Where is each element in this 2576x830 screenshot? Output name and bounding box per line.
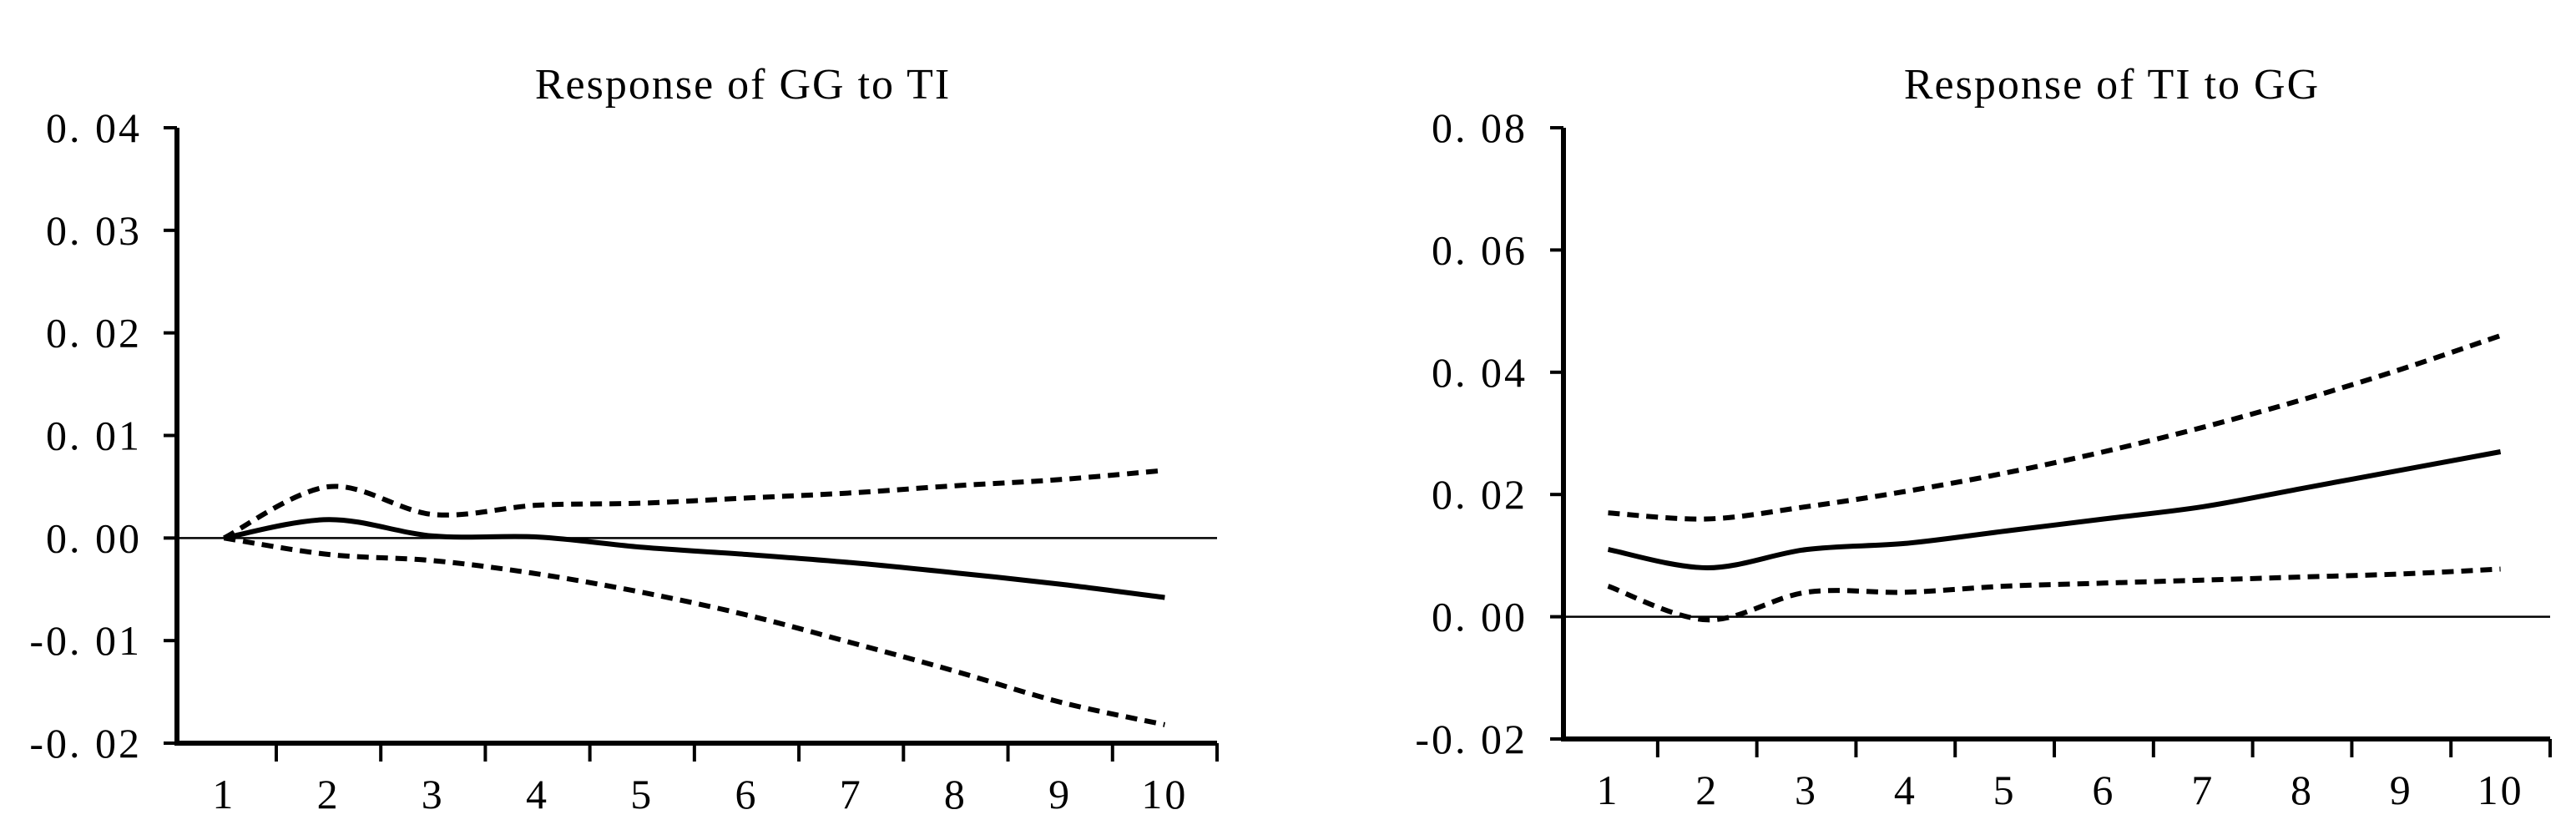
response-line bbox=[1607, 449, 2502, 571]
x-tick-label: 4 bbox=[1894, 767, 1917, 813]
chart-title: Response of TI to GG bbox=[1904, 61, 2320, 109]
upper-confidence-band bbox=[1608, 333, 2502, 522]
x-tick-label: 5 bbox=[630, 771, 654, 817]
x-tick-label: 6 bbox=[735, 771, 758, 817]
y-tick-label: -0. 01 bbox=[29, 617, 142, 664]
y-tick-label: 0. 00 bbox=[1432, 594, 1528, 640]
x-tick-label: 3 bbox=[1795, 767, 1818, 813]
y-tick-label: 0. 01 bbox=[46, 412, 142, 459]
y-tick-label: 0. 04 bbox=[1432, 349, 1528, 396]
y-tick-label: -0. 02 bbox=[29, 720, 142, 767]
x-tick-label: 1 bbox=[1596, 767, 1619, 813]
x-tick-label: 7 bbox=[2191, 767, 2215, 813]
y-tick-label: 0. 02 bbox=[46, 310, 142, 357]
x-tick-label: 1 bbox=[212, 771, 235, 817]
x-tick-label: 2 bbox=[317, 771, 341, 817]
x-tick-label: 10 bbox=[2478, 767, 2524, 813]
y-tick-label: -0. 02 bbox=[1415, 716, 1528, 762]
x-tick-label: 7 bbox=[840, 771, 863, 817]
upper-confidence-band bbox=[223, 468, 1165, 540]
x-tick-label: 4 bbox=[526, 771, 549, 817]
y-tick-label: 0. 00 bbox=[46, 514, 142, 561]
chart-panel-ti-to-gg: Response of TI to GG 0. 08 0. 06 0. 04 0. 0… bbox=[1415, 61, 2552, 813]
x-tick-label: 8 bbox=[944, 771, 967, 817]
response-line bbox=[223, 517, 1165, 600]
y-tick-label: 0. 03 bbox=[46, 207, 142, 254]
chart-panel-gg-to-ti: Response of GG to TI 0. 04 0. 03 0. 02 0. 0… bbox=[29, 61, 1219, 817]
y-tick-label: 0. 06 bbox=[1432, 226, 1528, 273]
x-tick-label: 6 bbox=[2092, 767, 2115, 813]
x-tick-label: 8 bbox=[2291, 767, 2314, 813]
x-tick-label: 3 bbox=[422, 771, 445, 817]
lower-confidence-band bbox=[1607, 566, 2501, 623]
x-tick-label: 10 bbox=[1141, 771, 1188, 817]
chart-title: Response of GG to TI bbox=[535, 61, 951, 109]
y-tick-label: 0. 04 bbox=[46, 104, 142, 151]
x-tick-label: 2 bbox=[1695, 767, 1719, 813]
y-tick-label: 0. 08 bbox=[1432, 104, 1528, 151]
y-tick-label: 0. 02 bbox=[1432, 471, 1528, 518]
x-tick-label: 9 bbox=[1048, 771, 1072, 817]
lower-confidence-band bbox=[223, 535, 1166, 727]
x-tick-label: 9 bbox=[2390, 767, 2413, 813]
x-tick-label: 5 bbox=[1993, 767, 2017, 813]
